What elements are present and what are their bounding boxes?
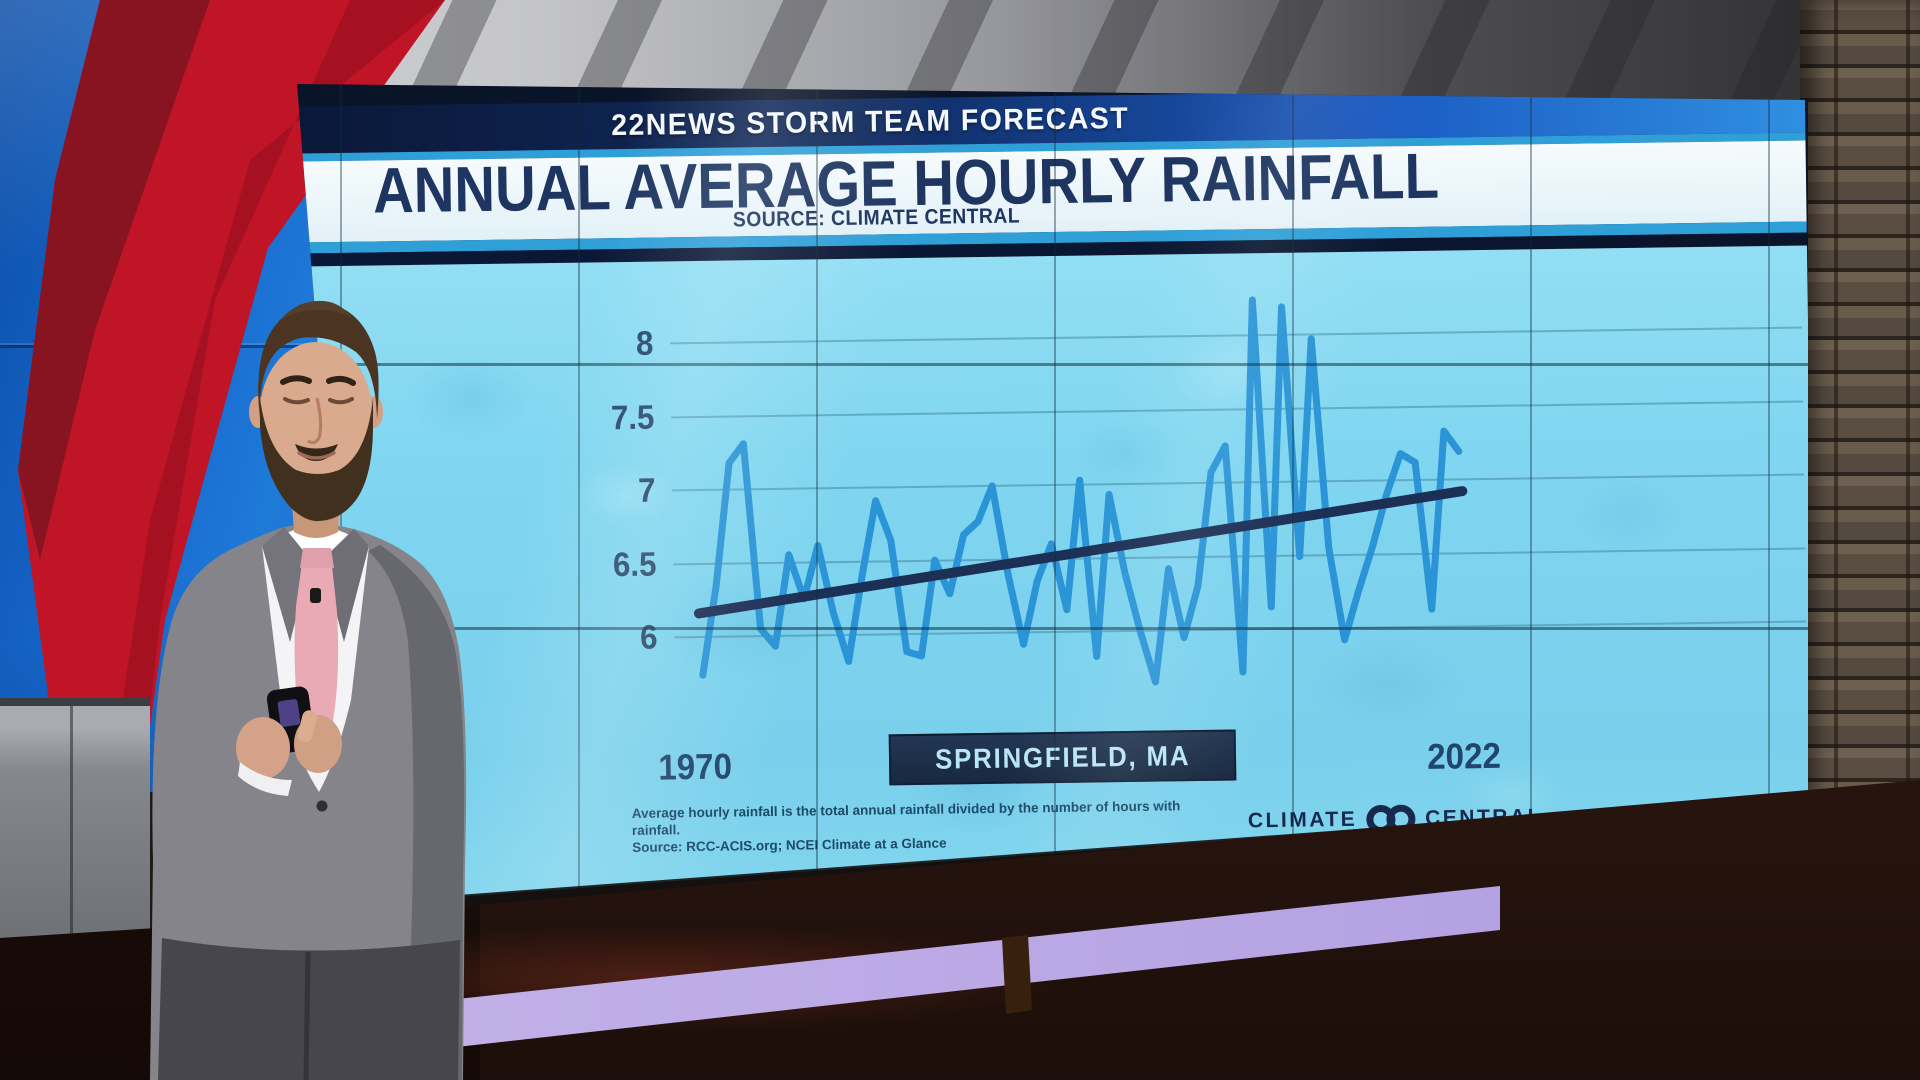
panel-seam-vertical: [1054, 84, 1056, 904]
thumb: [297, 710, 318, 742]
shirt-cuff: [238, 762, 292, 796]
nose: [307, 397, 323, 444]
panel-seam-horizontal: [297, 363, 1808, 366]
panel-seam-vertical: [1292, 84, 1294, 904]
eyebrow-left: [280, 375, 312, 385]
panel-seam-vertical: [578, 84, 580, 904]
eyebrow-right: [326, 375, 356, 386]
beard: [260, 398, 373, 522]
panel-seam-horizontal: [297, 627, 1808, 630]
panel-seam-vertical: [1768, 84, 1770, 904]
lapel-left: [262, 527, 311, 642]
studio-cabinet: [0, 698, 150, 946]
trouser-crease: [303, 951, 311, 1080]
panel-seam-vertical: [816, 84, 818, 904]
mouth: [297, 451, 336, 460]
eye-left: [283, 397, 310, 405]
lavalier-mic: [310, 588, 321, 603]
clicker-screen: [277, 699, 301, 727]
hand-left: [236, 717, 290, 779]
tie-knot: [300, 548, 334, 568]
suit-jacket: [150, 521, 467, 1080]
hair-quiff: [278, 300, 352, 322]
lapel-right: [322, 529, 369, 642]
panel-seam-vertical: [1530, 84, 1532, 904]
hair: [258, 302, 379, 420]
suit-button: [316, 800, 328, 812]
eye-right: [328, 397, 354, 405]
